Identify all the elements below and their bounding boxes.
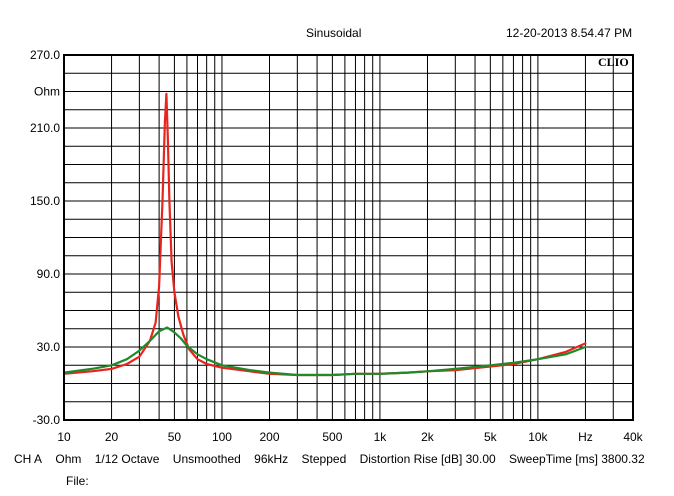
x-tick-label: 20 xyxy=(105,430,119,444)
unit-label: Ohm xyxy=(55,452,82,466)
y-tick-label: 90.0 xyxy=(37,267,61,281)
x-tick-label: 100 xyxy=(212,430,232,444)
x-tick-label: 10 xyxy=(57,430,71,444)
sweep-time-label: SweepTime [ms] 3800.32 xyxy=(509,452,645,466)
sample-rate-label: 96kHz xyxy=(254,452,289,466)
chart-title: Sinusoidal xyxy=(306,26,362,40)
y-tick-label: 30.0 xyxy=(37,340,61,354)
grid xyxy=(64,55,633,420)
axes: 270.0 Ohm 210.0 150.0 90.0 30.0 -30.0 10 20 50 100… xyxy=(30,48,644,444)
series-layer xyxy=(62,92,587,377)
x-tick-label: 50 xyxy=(168,430,182,444)
y-tick-label: 210.0 xyxy=(30,121,60,135)
octave-label: 1/12 Octave xyxy=(94,452,160,466)
y-tick-label: Ohm xyxy=(34,85,60,99)
x-tick-label: Hz xyxy=(578,430,593,444)
measurement-settings: CH A Ohm 1/12 Octave Unsmoothed 96kHz St… xyxy=(14,452,655,466)
y-tick-label: 150.0 xyxy=(30,194,60,208)
x-tick-label: 10k xyxy=(528,430,548,444)
clio-logo: CLIO xyxy=(598,55,629,69)
x-tick-label: 200 xyxy=(260,430,280,444)
x-tick-label: 40k xyxy=(623,430,643,444)
series-line-2 xyxy=(62,326,587,377)
smoothing-label: Unsmoothed xyxy=(172,452,241,466)
x-tick-label: 2k xyxy=(421,430,435,444)
series-line-1 xyxy=(62,92,587,377)
file-label: File: xyxy=(66,474,89,488)
timestamp: 12-20-2013 8.54.47 PM xyxy=(506,26,633,40)
x-tick-label: 1k xyxy=(374,430,388,444)
plot-frame xyxy=(63,54,634,421)
channel-label: CH A xyxy=(14,452,43,466)
x-tick-label: 500 xyxy=(322,430,342,444)
y-tick-label: 270.0 xyxy=(30,48,60,62)
distortion-label: Distortion Rise [dB] 30.00 xyxy=(359,452,496,466)
x-tick-label: 5k xyxy=(484,430,498,444)
mode-label: Stepped xyxy=(301,452,347,466)
y-tick-label: -30.0 xyxy=(33,413,61,427)
